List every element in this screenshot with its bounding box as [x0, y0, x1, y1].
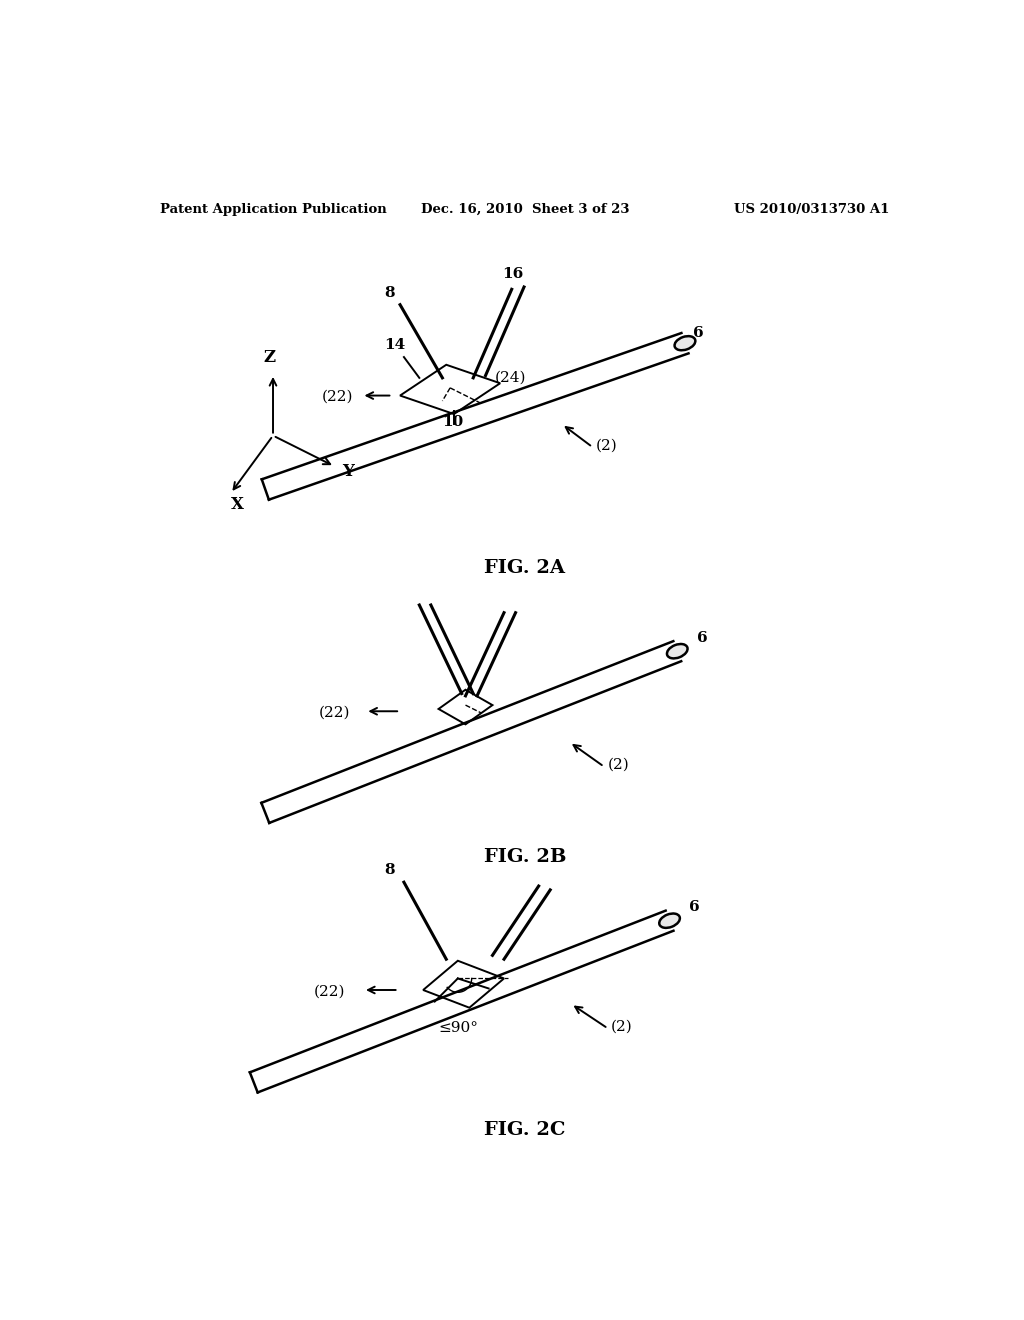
Text: 8: 8	[385, 286, 395, 300]
Text: ≤90°: ≤90°	[438, 1022, 478, 1035]
Text: (2): (2)	[608, 758, 630, 772]
Text: 6: 6	[696, 631, 708, 645]
Text: FIG. 2C: FIG. 2C	[484, 1121, 565, 1139]
Ellipse shape	[675, 337, 695, 350]
Text: (2): (2)	[611, 1020, 633, 1034]
Text: (22): (22)	[313, 985, 345, 998]
Text: 16: 16	[503, 267, 523, 281]
Text: FIG. 2B: FIG. 2B	[483, 847, 566, 866]
Text: Y: Y	[342, 462, 354, 479]
Text: (22): (22)	[319, 706, 350, 719]
Text: X: X	[230, 496, 244, 512]
Text: 6: 6	[689, 900, 699, 915]
Ellipse shape	[667, 644, 687, 659]
Text: FIG. 2A: FIG. 2A	[484, 558, 565, 577]
Text: Z: Z	[263, 348, 275, 366]
Text: (2): (2)	[596, 438, 617, 453]
Text: 8: 8	[385, 863, 395, 878]
Text: US 2010/0313730 A1: US 2010/0313730 A1	[734, 203, 890, 216]
Ellipse shape	[659, 913, 680, 928]
Text: Dec. 16, 2010  Sheet 3 of 23: Dec. 16, 2010 Sheet 3 of 23	[421, 203, 629, 216]
Text: 10: 10	[442, 416, 464, 429]
Text: (22): (22)	[322, 389, 353, 404]
Text: Patent Application Publication: Patent Application Publication	[160, 203, 387, 216]
Text: 14: 14	[385, 338, 406, 352]
Text: (24): (24)	[495, 371, 526, 384]
Text: 6: 6	[692, 326, 703, 341]
